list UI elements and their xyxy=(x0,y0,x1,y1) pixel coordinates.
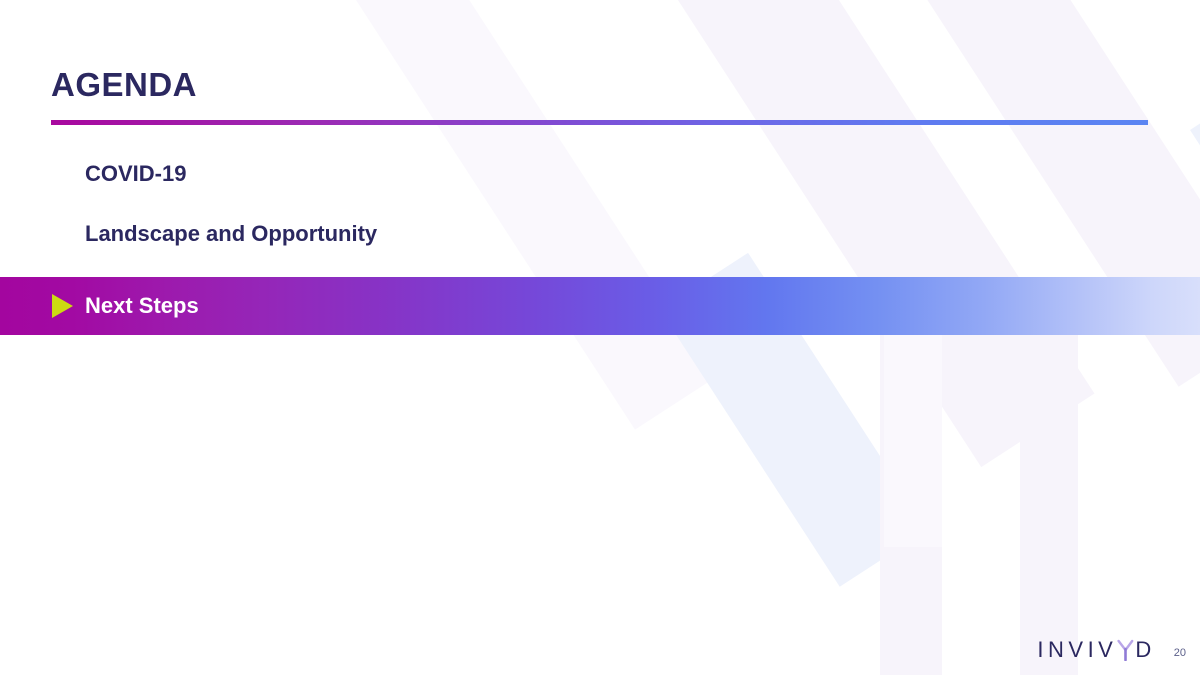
agenda-item-covid-19[interactable]: COVID-19 xyxy=(85,161,187,186)
watermark-diagonal-band xyxy=(1190,67,1200,483)
watermark-vertical-stem xyxy=(884,335,942,547)
logo-text-part-2: D xyxy=(1135,637,1156,662)
agenda-active-row[interactable]: Next Steps xyxy=(0,277,1200,335)
watermark-diagonal-band xyxy=(330,0,715,430)
title-divider xyxy=(51,120,1148,125)
invivyd-logo: INVIV D xyxy=(1037,637,1155,663)
title-block: AGENDA xyxy=(51,68,1151,101)
agenda-item-next-steps[interactable]: Next Steps xyxy=(85,293,199,318)
watermark-vertical-stem xyxy=(880,335,942,675)
triangle-right-icon xyxy=(52,294,73,318)
page-title: AGENDA xyxy=(51,66,198,103)
page-number: 20 xyxy=(1173,647,1186,659)
logo-text-part-1: INVIV xyxy=(1037,637,1118,662)
antibody-y-icon xyxy=(1117,639,1134,662)
agenda-item-landscape-and-opportunity[interactable]: Landscape and Opportunity xyxy=(85,221,378,246)
watermark-vertical-stem xyxy=(1020,335,1078,675)
slide-footer: INVIV D 20 xyxy=(1037,637,1186,663)
